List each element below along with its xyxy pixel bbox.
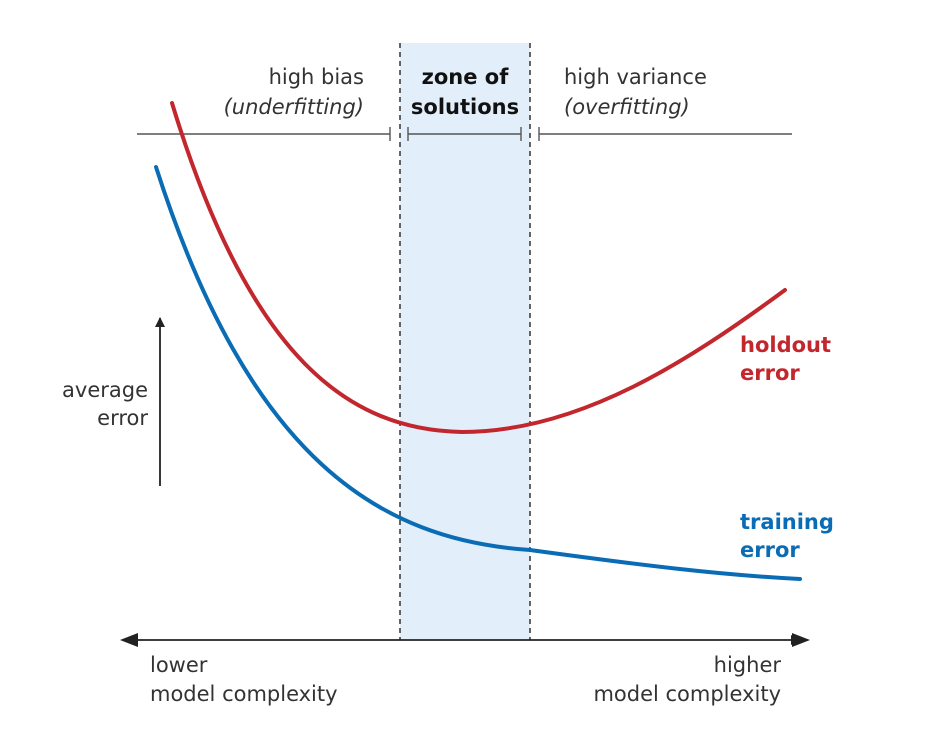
- x-axis-right-line2: model complexity: [593, 682, 781, 706]
- region-left-line2: (underfitting): [224, 95, 364, 119]
- region-guide-lines: [137, 127, 792, 141]
- region-center-line1: zone of: [422, 65, 510, 89]
- training-label-line1: training: [740, 510, 834, 534]
- region-left-line1: high bias: [269, 65, 364, 89]
- x-axis-left-line1: lower: [150, 653, 208, 677]
- x-axis-right-line1: higher: [714, 653, 782, 677]
- training-label-line2: error: [740, 538, 800, 562]
- y-axis-label-line1: average: [62, 378, 148, 402]
- region-right-line2: (overfitting): [564, 95, 690, 119]
- x-axis-arrow-right-head: [792, 633, 810, 647]
- holdout-error-curve: [170, 101, 787, 435]
- x-axis-left-line2: model complexity: [150, 682, 338, 706]
- solution-zone-band: [400, 43, 530, 640]
- x-axis-arrow-left-head: [120, 633, 138, 647]
- training-error-curve: [154, 165, 802, 581]
- y-axis-label-line2: error: [97, 406, 148, 430]
- region-right-line1: high variance: [564, 65, 707, 89]
- holdout-label-line2: error: [740, 361, 800, 385]
- region-center-line2: solutions: [411, 95, 519, 119]
- holdout-label-line1: holdout: [740, 333, 831, 357]
